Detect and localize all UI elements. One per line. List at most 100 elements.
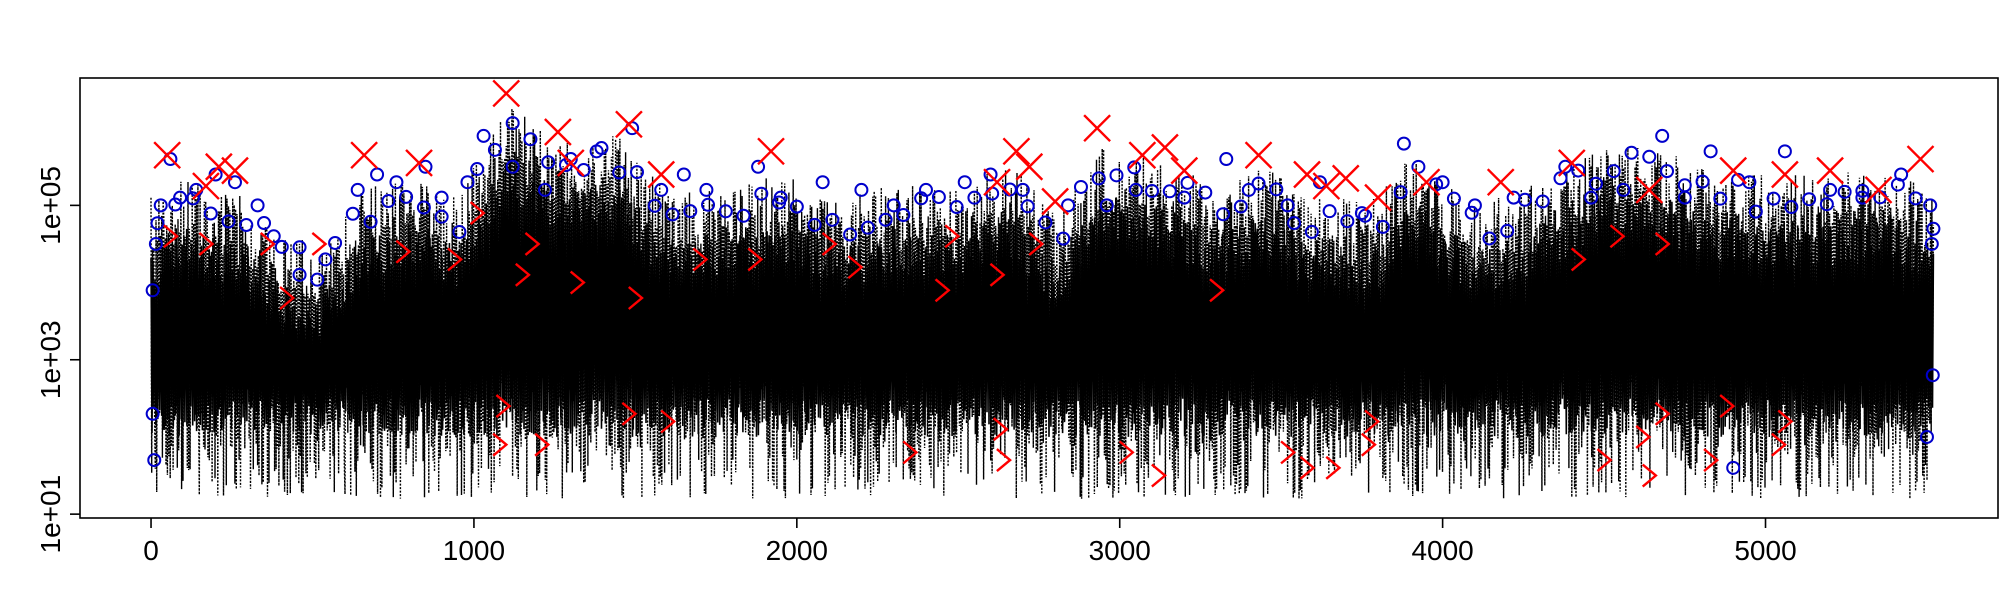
circle-marker [1655, 128, 1670, 143]
x-tick-label: 5000 [1734, 535, 1796, 566]
circle-marker [1500, 223, 1515, 238]
circle-marker [665, 207, 680, 222]
circle-marker [1091, 171, 1106, 186]
circle-marker [1926, 221, 1941, 236]
angle-marker [311, 232, 328, 256]
circle-marker [854, 182, 869, 197]
cross-marker [544, 118, 572, 146]
circle-marker [452, 224, 467, 239]
circle-marker [221, 214, 236, 229]
circle-marker [1837, 184, 1852, 199]
circle-marker [647, 198, 662, 213]
circle-marker [1616, 182, 1631, 197]
angle-marker [692, 247, 709, 272]
cross-marker [1364, 183, 1392, 212]
circle-marker [399, 189, 414, 204]
circle-marker [274, 239, 289, 254]
y-tick-label: 1e+05 [35, 166, 66, 245]
circle-marker [470, 162, 485, 177]
cross-marker [1312, 172, 1341, 200]
plot-area [145, 79, 1941, 499]
x-tick-label: 3000 [1089, 535, 1151, 566]
cross-marker [1002, 137, 1031, 166]
angle-marker [1364, 409, 1381, 434]
axes: 0 1000 2000 3000 4000 5000 1e+01 1e+03 1e+05 [35, 77, 1999, 566]
angle-marker [259, 232, 276, 256]
cross-marker [1412, 168, 1441, 197]
cross-marker [492, 79, 521, 108]
circle-marker [1446, 191, 1461, 206]
angle-marker [1151, 463, 1167, 488]
circle-marker [1677, 178, 1692, 193]
circle-marker [1553, 171, 1568, 186]
circle-marker [957, 175, 972, 190]
circle-marker [350, 182, 365, 197]
cross-marker [1128, 141, 1157, 170]
circle-marker [1287, 216, 1302, 231]
circle-marker [416, 200, 431, 215]
circle-marker [676, 167, 691, 182]
cross-marker [1331, 164, 1360, 193]
cross-marker [1244, 141, 1273, 170]
angle-marker [621, 401, 638, 426]
circle-marker [896, 208, 911, 223]
cross-marker [350, 141, 378, 170]
angle-marker [989, 262, 1006, 287]
cross-marker [1771, 160, 1799, 189]
circle-marker [1061, 198, 1076, 213]
circle-marker [292, 240, 307, 255]
cross-marker [615, 110, 643, 139]
cross-marker [1635, 176, 1664, 204]
circle-marker [949, 200, 964, 215]
circle-marker [476, 128, 491, 143]
circle-marker [1269, 182, 1284, 197]
circle-marker [310, 272, 325, 287]
circle-marker [754, 186, 769, 201]
circle-marker [1340, 214, 1355, 229]
cross-marker [647, 160, 676, 189]
angle-marker [395, 239, 412, 264]
y-tick-label: 1e+03 [35, 320, 66, 399]
circle-marker [345, 206, 360, 221]
circle-marker [1241, 182, 1256, 197]
circle-marker [1855, 190, 1870, 205]
circle-marker [1925, 368, 1940, 383]
circle-marker [1198, 185, 1213, 200]
circle-marker [1855, 183, 1870, 198]
y-tick-label: 1e+01 [35, 475, 66, 554]
circle-marker [1099, 198, 1114, 213]
circle-marker [1571, 163, 1586, 178]
cross-marker [192, 172, 220, 200]
circle-marker [1642, 149, 1657, 164]
circle-marker [541, 155, 556, 170]
circle-marker [1354, 206, 1369, 221]
circle-marker [292, 267, 307, 282]
angle-marker [821, 232, 838, 256]
circle-marker [239, 218, 254, 233]
circle-marker [523, 132, 538, 147]
circle-marker [1584, 190, 1599, 205]
angle-marker [1360, 432, 1377, 457]
circle-marker [1127, 160, 1142, 175]
circle-marker [1128, 182, 1143, 197]
circle-marker [1435, 175, 1450, 190]
cross-marker [757, 137, 785, 166]
circle-marker [736, 208, 751, 223]
cross-marker [1151, 133, 1179, 162]
circle-marker [751, 159, 766, 174]
circle-marker [1304, 224, 1319, 239]
angle-marker [747, 247, 764, 272]
circle-marker [1890, 177, 1905, 192]
circle-marker [434, 209, 449, 224]
cross-marker [153, 141, 182, 170]
circle-marker [505, 159, 520, 174]
x-tick-label: 4000 [1411, 535, 1473, 566]
circle-marker [825, 212, 840, 227]
angle-marker [534, 432, 551, 457]
circle-marker [772, 195, 787, 210]
circle-marker [807, 217, 822, 232]
angle-marker [660, 409, 677, 434]
circle-marker [363, 214, 378, 229]
circle-marker [1393, 185, 1408, 200]
